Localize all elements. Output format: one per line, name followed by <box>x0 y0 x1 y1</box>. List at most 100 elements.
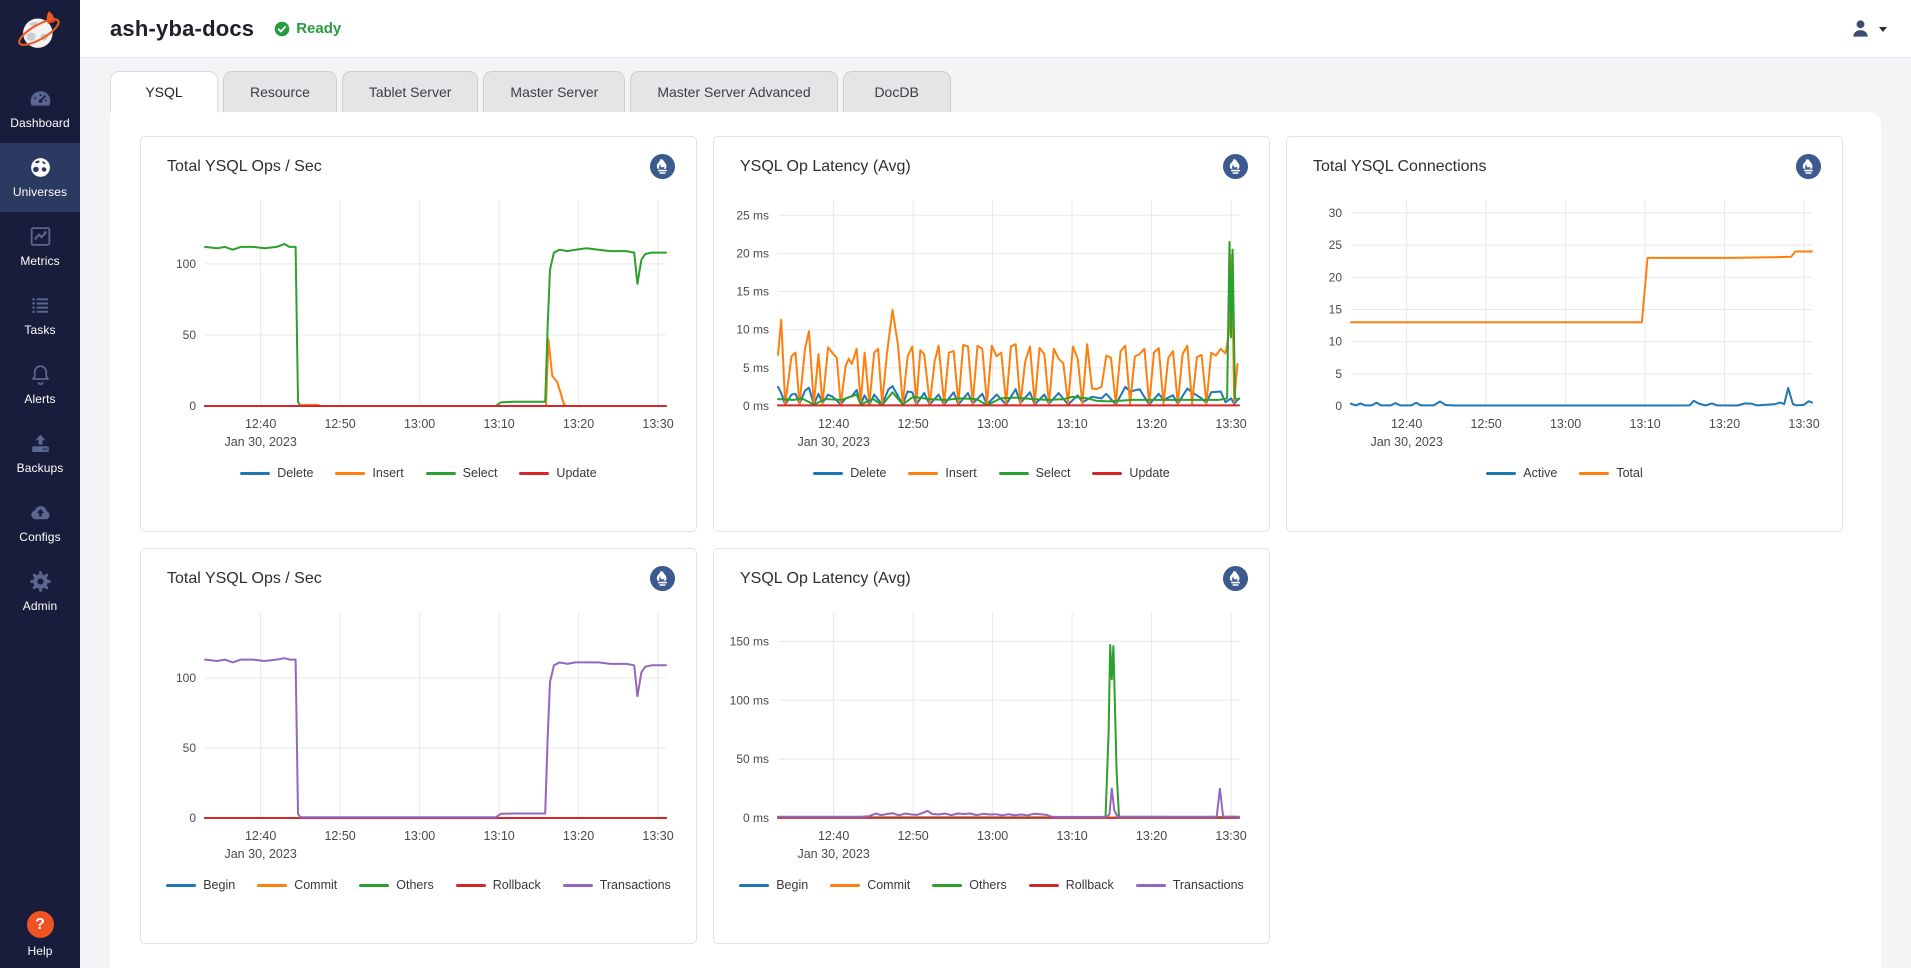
tab-resource[interactable]: Resource <box>223 71 337 112</box>
svg-text:Jan 30, 2023: Jan 30, 2023 <box>1370 435 1442 449</box>
svg-text:13:00: 13:00 <box>404 829 435 843</box>
legend-swatch <box>998 471 1029 475</box>
tab-master-server-advanced[interactable]: Master Server Advanced <box>630 71 838 112</box>
legend-item-others[interactable]: Others <box>932 878 1007 892</box>
svg-text:12:50: 12:50 <box>324 417 355 431</box>
chart-legend: Active Total <box>1303 466 1826 480</box>
svg-text:12:40: 12:40 <box>245 829 276 843</box>
legend-item-rollback[interactable]: Rollback <box>455 878 541 892</box>
tab-tablet-server[interactable]: Tablet Server <box>341 71 479 112</box>
legend-label: Total <box>1616 466 1643 480</box>
svg-text:12:40: 12:40 <box>245 417 276 431</box>
sidebar-item-universes[interactable]: Universes <box>0 143 80 212</box>
chart-title: Total YSQL Ops / Sec <box>167 569 322 587</box>
svg-text:0: 0 <box>1335 399 1342 413</box>
sidebar-item-label: Configs <box>19 530 61 544</box>
content-area: YSQL Resource Tablet Server Master Server Ma… <box>80 58 1911 968</box>
svg-text:13:30: 13:30 <box>1215 417 1246 431</box>
chart-plot[interactable]: 0 5 10 15 20 25 30 12:40 Jan 30, 2023 12:50 13:00 1… <box>1303 188 1826 454</box>
tab-ysql[interactable]: YSQL <box>110 71 218 113</box>
legend-item-total[interactable]: Total <box>1579 466 1643 480</box>
legend-item-update[interactable]: Update <box>1092 466 1170 480</box>
legend-swatch <box>359 883 390 887</box>
legend-item-insert[interactable]: Insert <box>908 466 977 480</box>
user-menu[interactable] <box>1849 17 1887 40</box>
svg-text:12:50: 12:50 <box>897 829 928 843</box>
sidebar-item-backups[interactable]: Backups <box>0 419 80 488</box>
legend-item-update[interactable]: Update <box>519 466 597 480</box>
chart-plot[interactable]: 0 ms 50 ms 100 ms 150 ms 12:40 Jan 30, 2023 12… <box>730 600 1253 866</box>
svg-text:Jan 30, 2023: Jan 30, 2023 <box>224 435 296 449</box>
legend-item-transactions[interactable]: Transactions <box>562 878 671 892</box>
svg-text:13:30: 13:30 <box>642 417 673 431</box>
legend-item-delete[interactable]: Delete <box>813 466 886 480</box>
legend-item-select[interactable]: Select <box>998 466 1071 480</box>
prometheus-icon[interactable] <box>1222 153 1249 180</box>
prometheus-icon[interactable] <box>1795 153 1822 180</box>
content-panel: Total YSQL Ops / Sec 0 50 100 12:40 Jan 30, … <box>110 112 1881 968</box>
legend-swatch <box>1135 883 1166 887</box>
chart-card: Total YSQL Ops / Sec 0 50 100 12:40 Jan 30, … <box>140 548 697 944</box>
sidebar-item-tasks[interactable]: Tasks <box>0 281 80 350</box>
chart-plot[interactable]: 0 ms 5 ms 10 ms 15 ms 20 ms 25 ms 12:40 Jan 30,… <box>730 188 1253 454</box>
upload-icon <box>28 431 53 455</box>
main-column: ash-yba-docs Ready YSQL Resource Tablet Se… <box>80 0 1911 968</box>
legend-item-transactions[interactable]: Transactions <box>1135 878 1244 892</box>
legend-item-rollback[interactable]: Rollback <box>1028 878 1114 892</box>
svg-text:10: 10 <box>1329 335 1343 349</box>
tab-docdb[interactable]: DocDB <box>842 71 951 112</box>
legend-item-begin[interactable]: Begin <box>739 878 808 892</box>
chart-plot[interactable]: 0 50 100 12:40 Jan 30, 2023 12:50 13:00 13:10 13… <box>157 600 680 866</box>
prometheus-icon[interactable] <box>649 153 676 180</box>
prometheus-icon[interactable] <box>649 565 676 592</box>
legend-item-active[interactable]: Active <box>1486 466 1557 480</box>
sidebar-item-label: Backups <box>16 461 64 475</box>
universe-name-title: ash-yba-docs <box>110 15 255 41</box>
legend-label: Commit <box>294 878 338 892</box>
legend-item-commit[interactable]: Commit <box>257 878 337 892</box>
legend-label: Select <box>1035 466 1071 480</box>
chart-legend: Begin Commit Others Rollback Transactions <box>157 878 680 892</box>
legend-item-select[interactable]: Select <box>425 466 497 480</box>
svg-text:50: 50 <box>183 741 197 755</box>
sidebar-item-dashboard[interactable]: Dashboard <box>0 74 80 143</box>
chart-title: YSQL Op Latency (Avg) <box>740 157 911 175</box>
svg-text:50: 50 <box>183 328 197 342</box>
prometheus-icon[interactable] <box>1222 565 1249 592</box>
sidebar-item-alerts[interactable]: Alerts <box>0 350 80 419</box>
chart-card: Total YSQL Ops / Sec 0 50 100 12:40 Jan 30, … <box>140 136 697 532</box>
svg-text:13:10: 13:10 <box>1629 417 1660 431</box>
chart-title: Total YSQL Connections <box>1313 157 1487 175</box>
legend-label: Update <box>556 466 597 480</box>
svg-text:0 ms: 0 ms <box>743 811 769 825</box>
legend-label: Transactions <box>599 878 671 892</box>
sidebar-item-metrics[interactable]: Metrics <box>0 212 80 281</box>
list-icon <box>28 293 53 317</box>
chart-card: YSQL Op Latency (Avg) 0 ms 5 ms 10 ms 15 ms… <box>713 136 1270 532</box>
chart-plot[interactable]: 0 50 100 12:40 Jan 30, 2023 12:50 13:00 13:10 13… <box>157 188 680 454</box>
legend-item-begin[interactable]: Begin <box>166 878 235 892</box>
legend-label: Commit <box>867 878 911 892</box>
legend-item-others[interactable]: Others <box>359 878 434 892</box>
legend-swatch <box>562 883 593 887</box>
yugabyte-logo-icon[interactable] <box>0 0 80 62</box>
svg-text:12:50: 12:50 <box>324 829 355 843</box>
svg-text:13:30: 13:30 <box>642 829 673 843</box>
legend-item-insert[interactable]: Insert <box>335 466 404 480</box>
sidebar-item-admin[interactable]: Admin <box>0 557 80 626</box>
legend-item-delete[interactable]: Delete <box>240 466 313 480</box>
gear-icon <box>28 569 53 593</box>
svg-text:Jan 30, 2023: Jan 30, 2023 <box>224 847 296 861</box>
tab-master-server[interactable]: Master Server <box>483 71 626 112</box>
svg-text:100: 100 <box>176 257 196 271</box>
sidebar-item-label: Help <box>27 944 53 958</box>
sidebar-item-configs[interactable]: Configs <box>0 488 80 557</box>
sidebar-item-label: Dashboard <box>10 116 70 130</box>
legend-item-commit[interactable]: Commit <box>830 878 910 892</box>
svg-text:10 ms: 10 ms <box>736 323 769 337</box>
legend-label: Insert <box>372 466 404 480</box>
legend-label: Others <box>396 878 434 892</box>
sidebar-item-help[interactable]: ? Help <box>26 911 54 958</box>
svg-text:0 ms: 0 ms <box>743 399 769 413</box>
